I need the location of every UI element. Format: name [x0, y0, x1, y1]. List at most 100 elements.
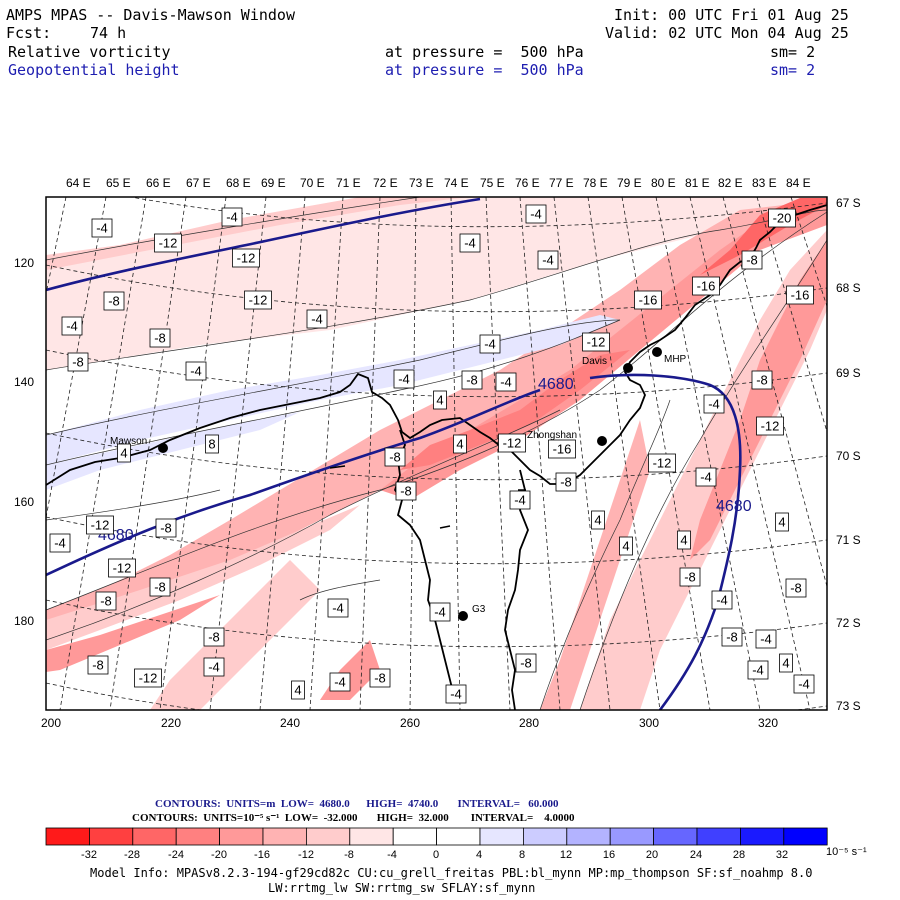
station-marker — [158, 443, 168, 453]
vorticity-label-box — [205, 434, 219, 454]
station-label: G3 — [472, 604, 486, 615]
lon-label: 73 E — [409, 176, 434, 190]
vorticity-label-box — [203, 657, 225, 677]
vorticity-label: -4 — [530, 207, 542, 222]
y-tick: 160 — [14, 495, 35, 509]
colorbar-tick: -16 — [254, 849, 270, 861]
height-contours — [46, 197, 742, 710]
vorticity-label: -12 — [237, 251, 256, 266]
vorticity-label-box — [779, 653, 793, 673]
height-label: 4680 — [538, 376, 574, 393]
lat-label: 72 S — [836, 616, 861, 630]
vorticity-label-box — [747, 660, 769, 680]
vorticity-label: -8 — [160, 521, 172, 536]
vorticity-label: -4 — [96, 221, 108, 236]
vorticity-label-box — [461, 370, 483, 390]
vorticity-label-box — [393, 369, 415, 389]
vorticity-label-box — [677, 530, 691, 550]
vorticity-labels: -4 -4 -4 -12 -4 -4 -4 -12 -12 -8 -4 -20 -8 -4 -16 -16 -1… — [49, 204, 815, 704]
vorticity-label-box — [108, 558, 136, 578]
vorticity-label-box — [711, 590, 733, 610]
vorticity-label-box — [582, 332, 610, 352]
colorbar-swatch — [45, 827, 90, 846]
map-frame — [45, 196, 828, 711]
colorbar-tick: 4 — [475, 849, 483, 861]
colorbar-tick: -8 — [344, 849, 354, 861]
lon-label: 68 E — [226, 176, 251, 190]
valid-time: Valid: 02 UTC Mon 04 Aug 25 — [605, 24, 849, 42]
station-label: Davis — [582, 356, 607, 367]
colorbar-swatch — [175, 827, 220, 846]
forecast-label: Fcst: — [6, 24, 52, 42]
vorticity-label-box — [634, 290, 662, 310]
station-label: Mawson — [110, 436, 147, 447]
colorbar-swatch — [696, 827, 741, 846]
x-tick: 260 — [399, 716, 421, 730]
vorticity-label: -4 — [54, 536, 66, 551]
vorticity-label: -8 — [154, 580, 166, 595]
vorticity-label: -4 — [434, 605, 446, 620]
station-marker — [623, 363, 633, 373]
colorbar-swatch — [479, 827, 524, 846]
field1-smoothing: sm= 2 — [770, 43, 816, 61]
vorticity-label-box — [756, 416, 784, 436]
vorticity-label: 4 — [456, 437, 463, 452]
colorbar-swatch — [305, 827, 351, 846]
lon-label: 70 E — [300, 176, 325, 190]
vorticity-label: -8 — [72, 355, 84, 370]
vorticity-label: -4 — [500, 375, 512, 390]
station-marker — [458, 611, 468, 621]
colorbar-tick: 8 — [518, 849, 526, 861]
vorticity-label: -8 — [208, 630, 220, 645]
colorbar-tick: -28 — [124, 849, 140, 861]
vorticity-label-box — [741, 250, 763, 270]
vorticity-label-box — [155, 518, 177, 538]
vorticity-label-box — [555, 472, 577, 492]
station-label: Zhongshan — [527, 430, 577, 441]
vorticity-label-box — [154, 233, 182, 253]
y-tick: 140 — [14, 375, 35, 389]
map-title: AMPS MPAS -- Davis-Mawson Window — [6, 6, 295, 24]
station-marker — [597, 436, 607, 446]
lon-label: 74 E — [444, 176, 469, 190]
vorticity-label-box — [67, 352, 89, 372]
vorticity-label: -4 — [190, 364, 202, 379]
height-contour-info: CONTOURS: UNITS=m LOW= 4680.0 HIGH= 4740… — [155, 798, 559, 810]
vorticity-label-box — [232, 248, 260, 268]
lon-label: 81 E — [685, 176, 710, 190]
vorticity-label: -4 — [66, 319, 78, 334]
colorbar-tick: 16 — [602, 849, 616, 861]
vorticity-label-box — [775, 512, 789, 532]
vorticity-label-box — [61, 316, 83, 336]
vorticity-label: -12 — [139, 671, 158, 686]
vorticity-label: -4 — [716, 593, 728, 608]
colorbar-boxes — [45, 827, 828, 846]
vorticity-label-box — [86, 515, 114, 535]
vorticity-label: 4 — [782, 656, 789, 671]
lon-label: 82 E — [718, 176, 743, 190]
vorticity-label-box — [329, 672, 351, 692]
vorticity-label-box — [103, 291, 125, 311]
vorticity-label: -4 — [450, 687, 462, 702]
y-tick: 180 — [14, 614, 35, 628]
vorticity-label-box — [793, 674, 815, 694]
colorbar-tick: 12 — [559, 849, 573, 861]
lon-label: 77 E — [549, 176, 574, 190]
vorticity-label: -4 — [760, 632, 772, 647]
lon-label: 69 E — [261, 176, 286, 190]
vorticity-label-box — [755, 629, 777, 649]
vorticity-label: -4 — [334, 675, 346, 690]
vorticity-label-box — [648, 453, 676, 473]
vorticity-label: -12 — [113, 561, 132, 576]
vorticity-label: -8 — [154, 331, 166, 346]
colorbar-swatch — [219, 827, 264, 846]
vorticity-label-box — [445, 684, 467, 704]
colorbar-tick: -4 — [387, 849, 397, 861]
vorticity-label: -4 — [484, 337, 496, 352]
model-info-line1: Model Info: MPASv8.2.3-194-gf29cd82c CU:… — [90, 866, 813, 880]
colorbar-tick: -32 — [81, 849, 97, 861]
colorbar-swatch — [523, 827, 568, 846]
lon-label: 71 E — [336, 176, 361, 190]
vorticity-label: -12 — [503, 436, 522, 451]
